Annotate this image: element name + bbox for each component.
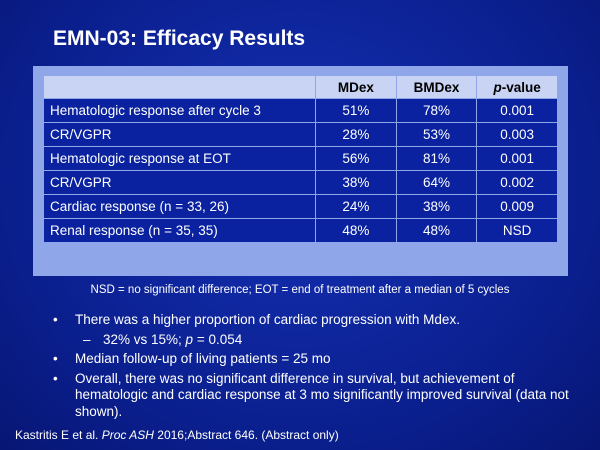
row-label: Cardiac response (n = 33, 26) <box>42 194 317 219</box>
table-row: Hematologic response after cycle 3 51% 7… <box>42 98 558 123</box>
bullet-text: Overall, there was no significant differ… <box>75 370 569 419</box>
row-label: CR/VGPR <box>42 122 317 147</box>
header-p-italic: p <box>493 79 502 95</box>
citation-journal: Proc ASH <box>101 428 154 442</box>
row-p-value: 0.001 <box>476 146 558 171</box>
citation-rest: 2016;Abstract 646. (Abstract only) <box>153 428 339 442</box>
row-label: Hematologic response after cycle 3 <box>42 98 317 123</box>
row-p-value: 0.002 <box>476 170 558 195</box>
row-bmdex: 38% <box>395 194 478 219</box>
row-p-value: 0.009 <box>476 194 558 219</box>
row-label: CR/VGPR <box>42 170 317 195</box>
sub-bullet-item: – 32% vs 15%; p = 0.054 <box>53 332 573 349</box>
row-p-value: 0.001 <box>476 98 558 123</box>
header-mdex: MDex <box>315 75 397 99</box>
dash-icon: – <box>83 331 91 347</box>
row-bmdex: 48% <box>395 218 478 243</box>
row-mdex: 24% <box>315 194 397 219</box>
row-mdex: 28% <box>315 122 397 147</box>
results-table: MDex BMDex p-value Hematologic response … <box>42 75 558 243</box>
bullet-item: • There was a higher proportion of cardi… <box>53 312 573 329</box>
header-bmdex: BMDex <box>395 75 478 99</box>
header-blank <box>42 75 317 99</box>
bullet-dot-icon: • <box>53 370 58 386</box>
row-label: Hematologic response at EOT <box>42 146 317 171</box>
bullet-list: • There was a higher proportion of cardi… <box>53 312 573 423</box>
table-row: Renal response (n = 35, 35) 48% 48% NSD <box>42 218 558 243</box>
table-row: Hematologic response at EOT 56% 81% 0.00… <box>42 146 558 171</box>
results-table-frame: MDex BMDex p-value Hematologic response … <box>33 66 568 276</box>
bullet-text: Median follow-up of living patients = 25… <box>75 351 331 366</box>
table-header-row: MDex BMDex p-value <box>42 75 558 99</box>
row-p-value: NSD <box>476 218 558 243</box>
sub-bullet-pre: 32% vs 15%; <box>103 331 186 347</box>
table-footnote: NSD = no significant difference; EOT = e… <box>90 284 510 296</box>
row-label: Renal response (n = 35, 35) <box>42 218 317 243</box>
header-p-rest: -value <box>501 79 541 95</box>
bullet-item: • Overall, there was no significant diff… <box>53 371 573 421</box>
row-bmdex: 64% <box>395 170 478 195</box>
citation: Kastritis E et al. Proc ASH 2016;Abstrac… <box>15 428 339 442</box>
row-mdex: 51% <box>315 98 397 123</box>
bullet-dot-icon: • <box>53 351 58 366</box>
citation-authors: Kastritis E et al. <box>15 428 102 442</box>
sub-bullet-post: = 0.054 <box>193 331 243 347</box>
row-mdex: 38% <box>315 170 397 195</box>
row-mdex: 56% <box>315 146 397 171</box>
row-mdex: 48% <box>315 218 397 243</box>
header-p-value: p-value <box>476 75 558 99</box>
row-bmdex: 78% <box>395 98 478 123</box>
bullet-item: • Median follow-up of living patients = … <box>53 351 573 368</box>
row-bmdex: 53% <box>395 122 478 147</box>
table-row: CR/VGPR 38% 64% 0.002 <box>42 170 558 195</box>
bullet-dot-icon: • <box>53 312 58 327</box>
table-row: Cardiac response (n = 33, 26) 24% 38% 0.… <box>42 194 558 219</box>
bullet-text: There was a higher proportion of cardiac… <box>75 312 460 327</box>
slide-title: EMN-03: Efficacy Results <box>53 27 306 50</box>
row-bmdex: 81% <box>395 146 478 171</box>
row-p-value: 0.003 <box>476 122 558 147</box>
table-row: CR/VGPR 28% 53% 0.003 <box>42 122 558 147</box>
sub-bullet-p-italic: p <box>185 331 194 347</box>
